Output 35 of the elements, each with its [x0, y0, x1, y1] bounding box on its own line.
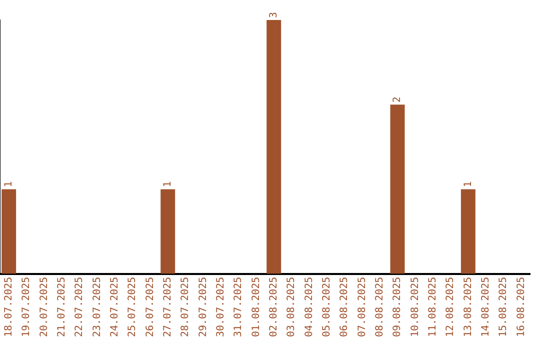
x-tick-label: 15.08.2025 — [498, 276, 510, 338]
x-tick-label: 27.07.2025 — [162, 276, 174, 338]
x-tick-label: 07.08.2025 — [356, 276, 368, 338]
x-tick-label: 31.07.2025 — [233, 276, 244, 338]
x-tick-label: 16.08.2025 — [516, 276, 527, 338]
x-tick-label: 09.08.2025 — [392, 276, 404, 338]
x-tick-label: 21.07.2025 — [56, 276, 68, 338]
x-tick-label: 02.08.2025 — [268, 276, 280, 338]
data-label: 1 — [162, 181, 174, 188]
x-tick-label: 29.07.2025 — [198, 276, 209, 338]
x-tick-label: 03.08.2025 — [286, 276, 298, 338]
data-label: 2 — [392, 96, 404, 103]
x-tick-label: 12.08.2025 — [445, 276, 456, 338]
x-tick-label: 01.08.2025 — [250, 276, 262, 338]
x-tick-label: 22.07.2025 — [74, 276, 86, 338]
x-tick-label: 30.07.2025 — [215, 276, 226, 338]
x-tick-label: 08.08.2025 — [374, 276, 386, 338]
data-label: 3 — [268, 12, 280, 18]
x-tick-label: 23.07.2025 — [92, 276, 103, 338]
x-tick-label: 20.07.2025 — [38, 276, 50, 338]
x-tick-label: 11.08.2025 — [427, 276, 438, 338]
x-tick-label: 26.07.2025 — [144, 276, 156, 338]
x-tick-label: 04.08.2025 — [304, 276, 315, 338]
x-tick-label: 14.08.2025 — [480, 276, 492, 338]
x-tick-label: 25.07.2025 — [127, 276, 138, 338]
data-label: 1 — [3, 181, 14, 188]
x-tick-label: 13.08.2025 — [462, 276, 474, 338]
data-label: 1 — [462, 181, 474, 188]
x-tick-label: 18.07.2025 — [3, 276, 14, 338]
x-tick-label: 19.07.2025 — [21, 276, 32, 338]
x-tick-label: 28.07.2025 — [180, 276, 192, 338]
x-tick-label: 24.07.2025 — [109, 276, 120, 338]
x-tick-label: 06.08.2025 — [339, 276, 350, 338]
x-tick-label: 10.08.2025 — [410, 276, 421, 338]
x-tick-label: 05.08.2025 — [321, 276, 332, 338]
